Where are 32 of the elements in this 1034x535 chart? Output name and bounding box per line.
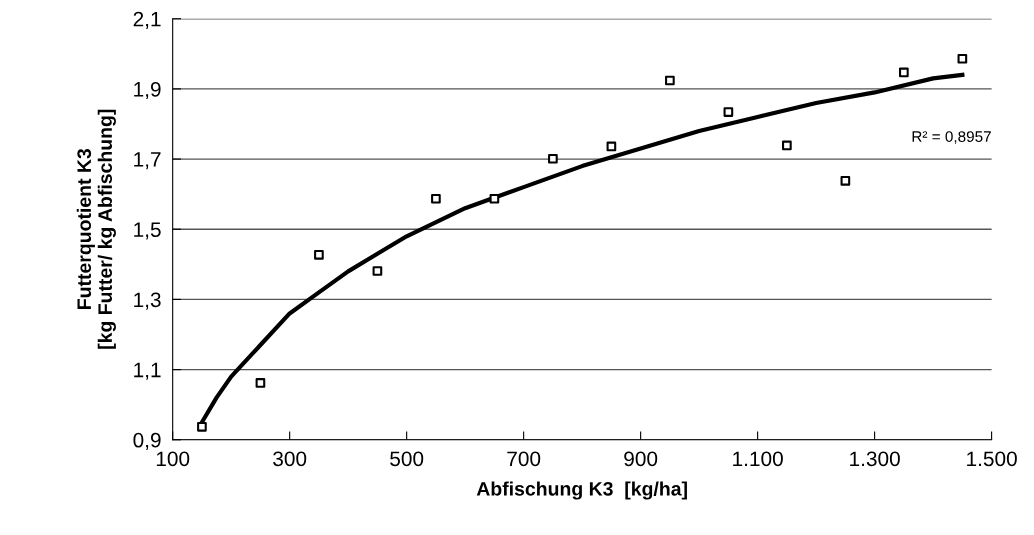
point bbox=[782, 140, 792, 151]
point bbox=[489, 193, 500, 204]
x-tick-label: 1.100 bbox=[733, 451, 783, 467]
annotation: R² = 0,8957 bbox=[912, 131, 991, 144]
x-tick-label: 500 bbox=[390, 451, 424, 467]
y-tick-label: 1,1 bbox=[134, 362, 161, 380]
y-tick-label: 1,7 bbox=[134, 152, 161, 170]
point bbox=[431, 193, 441, 204]
point bbox=[372, 266, 383, 276]
x-tick-label: 300 bbox=[273, 451, 307, 467]
x-axis-title: Abfischung K3 [kg/ha] bbox=[476, 481, 687, 500]
point bbox=[606, 141, 617, 152]
y-tick-label: 1,5 bbox=[134, 222, 161, 240]
point bbox=[665, 75, 675, 86]
point bbox=[197, 421, 207, 432]
x-tick-label: 700 bbox=[507, 451, 541, 467]
point bbox=[548, 153, 558, 164]
point bbox=[957, 53, 968, 64]
point bbox=[899, 67, 909, 78]
y-tick-label: 0,9 bbox=[133, 432, 161, 450]
y-tick-label: 1,3 bbox=[134, 292, 161, 310]
point bbox=[255, 378, 266, 388]
point bbox=[314, 250, 324, 260]
point bbox=[723, 107, 734, 117]
x-tick-label: 1.500 bbox=[967, 451, 1017, 467]
y-tick-label: 1,9 bbox=[134, 81, 161, 100]
point bbox=[840, 175, 851, 186]
x-tick-label: 900 bbox=[624, 451, 658, 467]
x-tick-label: 100 bbox=[156, 451, 190, 467]
y-tick-label: 2,1 bbox=[133, 11, 161, 29]
y-axis-title: Futterquotient K3 [kg Futter/ kg Abfischung] bbox=[76, 109, 116, 349]
x-tick-label: 1.300 bbox=[850, 451, 900, 467]
